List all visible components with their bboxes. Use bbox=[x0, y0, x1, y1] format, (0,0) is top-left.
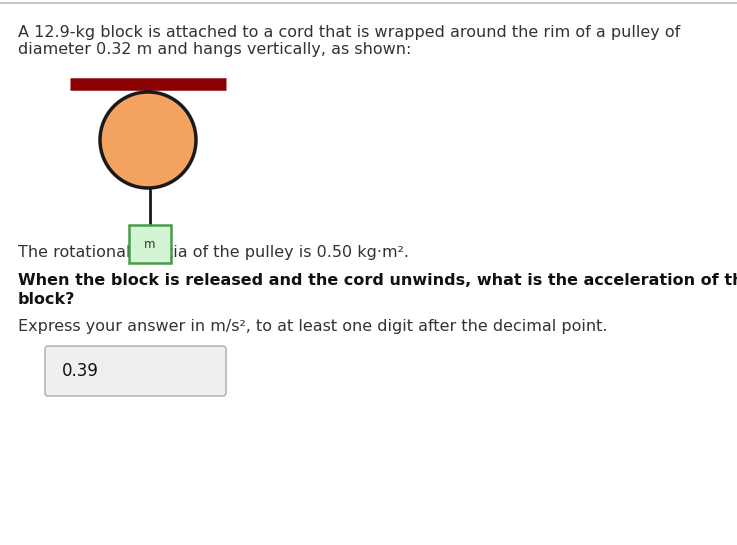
Text: m: m bbox=[144, 238, 156, 251]
FancyBboxPatch shape bbox=[45, 346, 226, 396]
Text: 0.39: 0.39 bbox=[62, 362, 99, 380]
FancyBboxPatch shape bbox=[129, 225, 171, 263]
Text: The rotational inertia of the pulley is 0.50 kg·m².: The rotational inertia of the pulley is … bbox=[18, 245, 409, 260]
Text: diameter 0.32 m and hangs vertically, as shown:: diameter 0.32 m and hangs vertically, as… bbox=[18, 42, 411, 57]
Text: A 12.9-kg block is attached to a cord that is wrapped around the rim of a pulley: A 12.9-kg block is attached to a cord th… bbox=[18, 25, 680, 40]
Text: Express your answer in m/s², to at least one digit after the decimal point.: Express your answer in m/s², to at least… bbox=[18, 319, 607, 334]
Text: block?: block? bbox=[18, 292, 75, 307]
Circle shape bbox=[100, 92, 196, 188]
Text: When the block is released and the cord unwinds, what is the acceleration of the: When the block is released and the cord … bbox=[18, 273, 737, 288]
